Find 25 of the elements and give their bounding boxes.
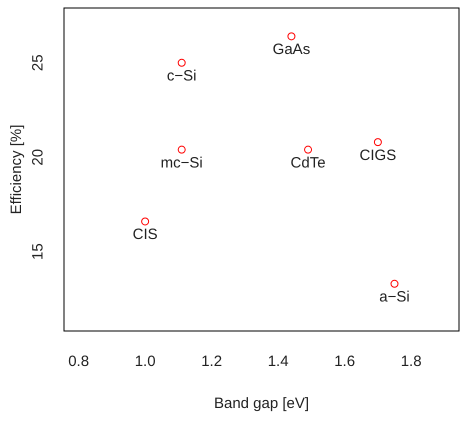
- y-tick-label: 25: [30, 54, 47, 72]
- x-tick-label: 1.4: [268, 353, 289, 370]
- y-tick-label: 20: [30, 148, 47, 166]
- y-axis-title: Efficiency [%]: [8, 124, 26, 214]
- annotation: CdTe: [290, 154, 326, 172]
- y-tick-label: 15: [30, 243, 47, 260]
- point: [141, 217, 150, 226]
- x-tick-label: 1.2: [201, 353, 222, 370]
- x-tick-label: 0.8: [68, 353, 90, 370]
- point: [304, 146, 312, 154]
- x-tick-label: 1.0: [134, 353, 156, 370]
- x-tick-label: 1.8: [400, 353, 422, 370]
- point: [390, 280, 398, 288]
- annotation: CIGS: [360, 146, 396, 164]
- annotation: mc−Si: [160, 154, 203, 172]
- annotation: c−Si: [166, 67, 197, 84]
- point: [374, 138, 382, 146]
- point: [287, 32, 296, 40]
- annotation: a−Si: [379, 288, 410, 306]
- annotation: GaAs: [272, 40, 310, 58]
- annotation: CIS: [132, 226, 158, 244]
- x-axis-title: Band gap [eV]: [214, 395, 310, 412]
- point: [178, 146, 186, 154]
- point: [178, 58, 186, 67]
- x-tick-label: 1.6: [334, 353, 356, 370]
